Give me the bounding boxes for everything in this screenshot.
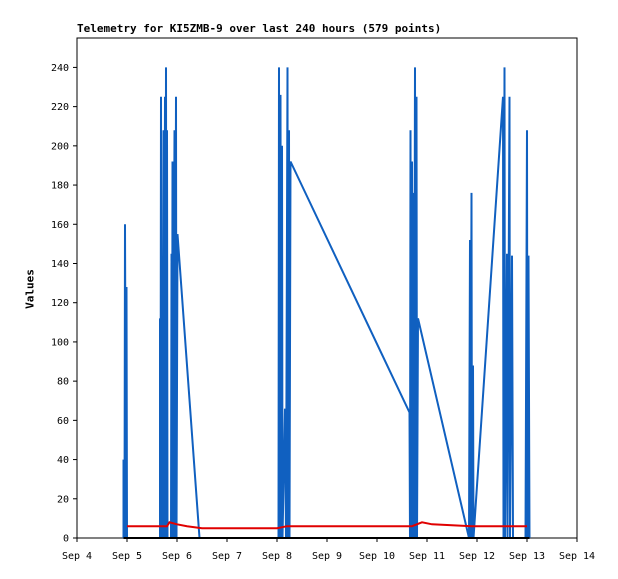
y-tick-label: 100 (51, 337, 69, 348)
x-tick-label: Sep 14 (559, 551, 595, 562)
x-tick-label: Sep 8 (262, 551, 292, 562)
y-tick-label: 180 (51, 181, 69, 192)
y-tick-label: 80 (57, 377, 69, 388)
x-tick-label: Sep 13 (509, 551, 545, 562)
y-tick-label: 0 (63, 534, 69, 545)
y-tick-label: 140 (51, 259, 69, 270)
x-tick-label: Sep 12 (459, 551, 495, 562)
y-tick-label: 120 (51, 298, 69, 309)
y-tick-label: 200 (51, 141, 69, 152)
y-tick-label: 20 (57, 494, 69, 505)
y-tick-label: 60 (57, 416, 69, 427)
x-tick-label: Sep 5 (112, 551, 142, 562)
y-tick-label: 220 (51, 102, 69, 113)
series-line-1 (127, 521, 527, 530)
x-tick-label: Sep 6 (162, 551, 192, 562)
y-tick-label: 240 (51, 63, 69, 74)
y-tick-label: 40 (57, 455, 69, 466)
y-tick-label: 160 (51, 220, 69, 231)
axis-ticks: 0 20 40 60 80 100 120 140 160 180 200 220 240 Sep 4 Se… (51, 63, 595, 562)
x-tick-label: Sep 7 (212, 551, 242, 562)
x-tick-label: Sep 11 (409, 551, 445, 562)
x-tick-label: Sep 9 (312, 551, 342, 562)
chart-title: Telemetry for KI5ZMB-9 over last 240 hou… (77, 22, 442, 35)
x-tick-label: Sep 4 (62, 551, 92, 562)
series-layer (122, 67, 531, 539)
x-tick-label: Sep 10 (359, 551, 395, 562)
series-line-0 (122, 67, 531, 539)
